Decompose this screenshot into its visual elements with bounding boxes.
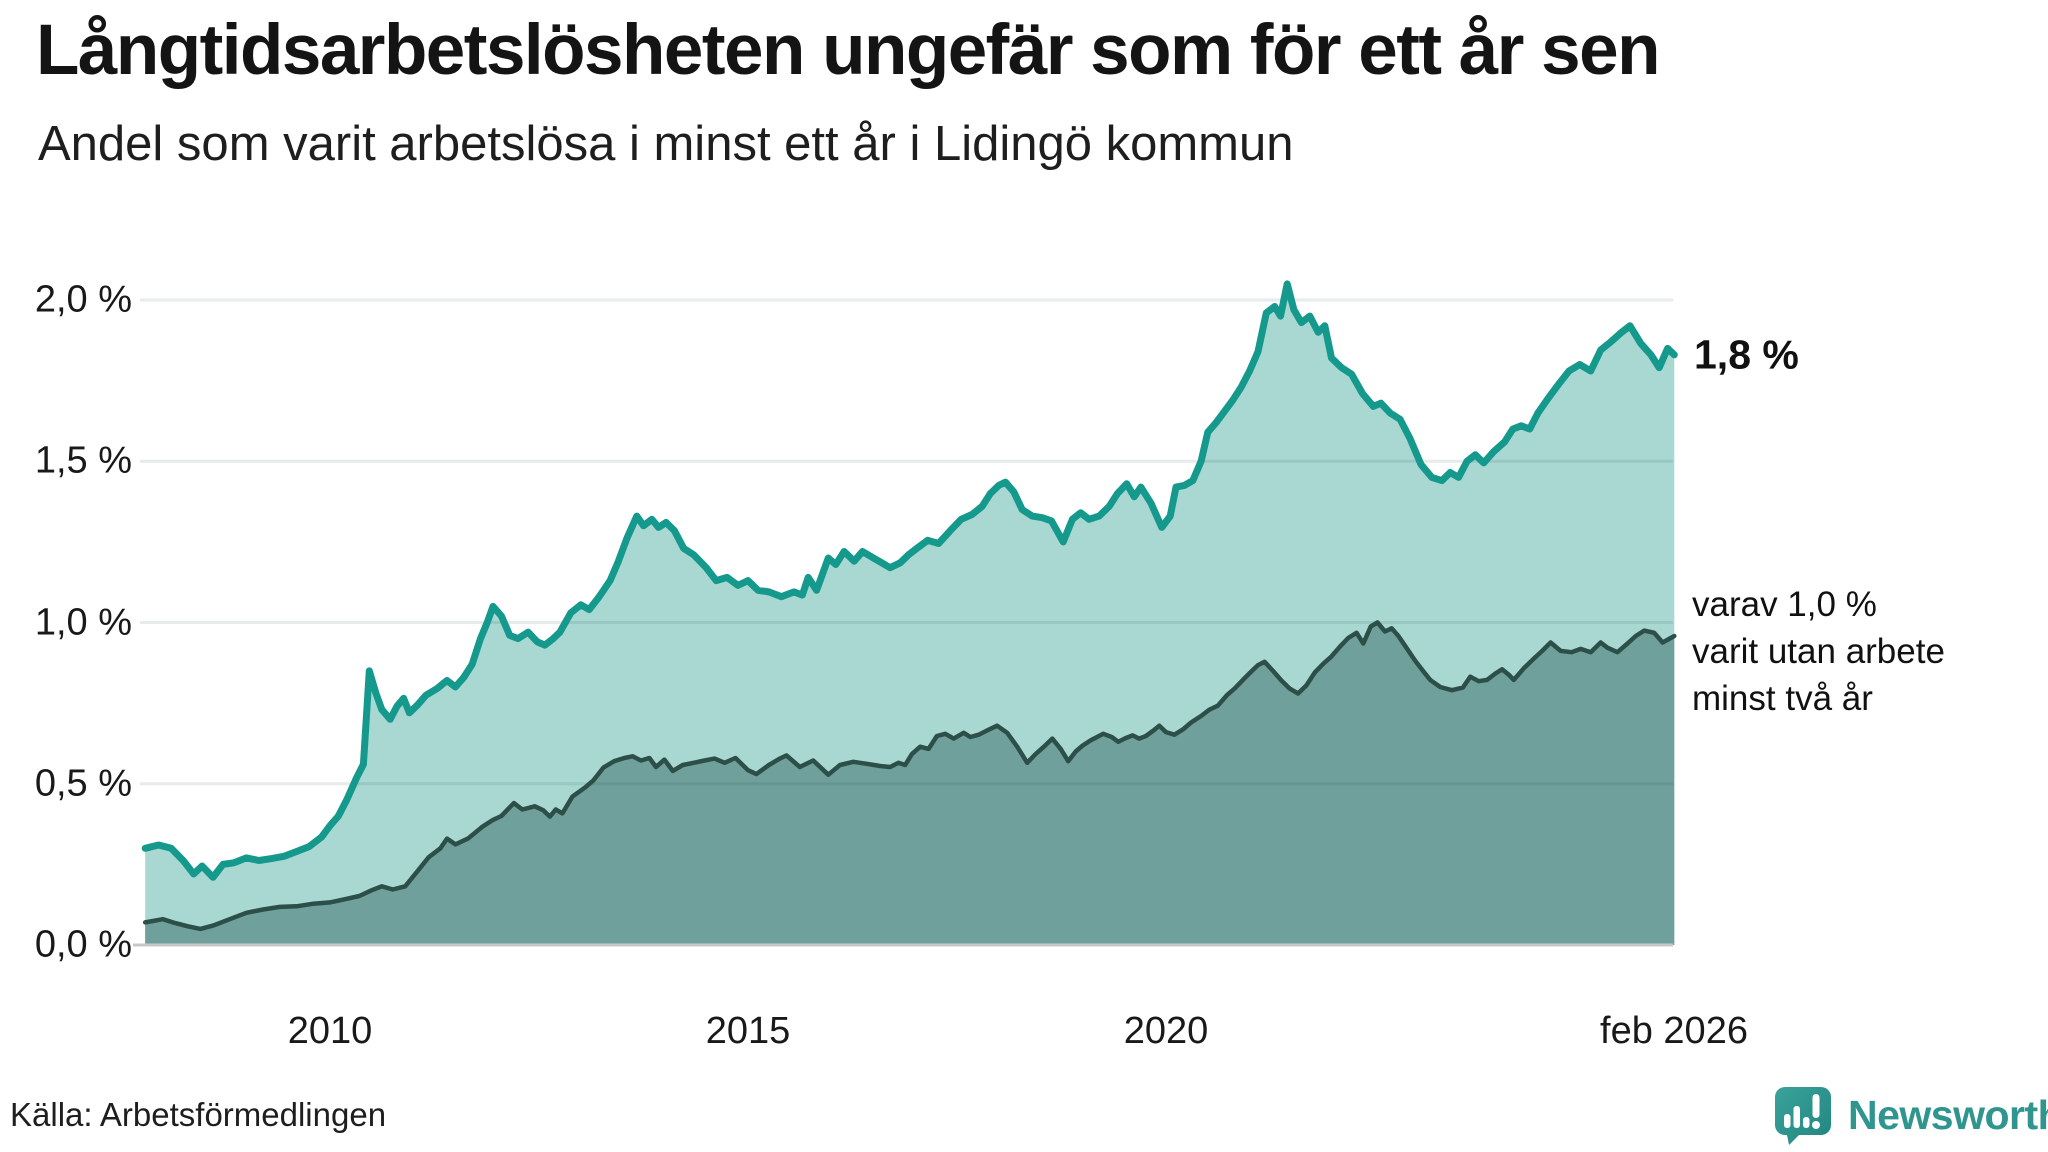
y-tick-label: 2,0 % xyxy=(34,278,132,321)
series-1yr-line xyxy=(141,280,1678,881)
x-tick-label: 2020 xyxy=(1123,1010,1209,1052)
chart-subtitle: Andel som varit arbetslösa i minst ett å… xyxy=(38,117,1294,171)
y-tick-label: 0,5 % xyxy=(34,762,132,805)
annotation-line: varav 1,0 % xyxy=(1692,585,1877,624)
annotation-line: varit utan arbete xyxy=(1692,632,1945,671)
y-tick-label: 0,0 % xyxy=(34,923,132,966)
x-tick-label: 2015 xyxy=(705,1010,791,1052)
chart-title: Långtidsarbetslösheten ungefär som för e… xyxy=(36,11,1660,90)
latest-value-label: 1,8 % xyxy=(1694,331,1799,378)
newsworthy-logo-icon xyxy=(1775,1087,1831,1145)
source-credit: Källa: Arbetsförmedlingen xyxy=(10,1096,387,1133)
logo-bar-tall xyxy=(1793,1106,1800,1128)
x-tick-label: 2010 xyxy=(287,1010,373,1052)
logo-exclamation-bar xyxy=(1812,1094,1820,1118)
y-tick-label: 1,5 % xyxy=(34,439,132,482)
newsworthy-brand-text: Newsworthy xyxy=(1848,1091,2048,1138)
series-2yr-area xyxy=(145,622,1675,945)
annotation-line: minst två år xyxy=(1692,679,1873,718)
logo-bar-short xyxy=(1784,1114,1791,1128)
y-tick-label: 1,0 % xyxy=(34,601,132,643)
x-tick-label: feb 2026 xyxy=(1600,1010,1748,1052)
logo-exclamation-dot xyxy=(1812,1121,1820,1129)
series-2yr-line xyxy=(142,620,1677,932)
secondary-series-annotation: varav 1,0 % varit utan arbete minst två … xyxy=(1692,581,1945,722)
newsworthy-brand: Newsworthy xyxy=(1772,1084,2048,1146)
logo-bar-medium xyxy=(1803,1117,1810,1128)
